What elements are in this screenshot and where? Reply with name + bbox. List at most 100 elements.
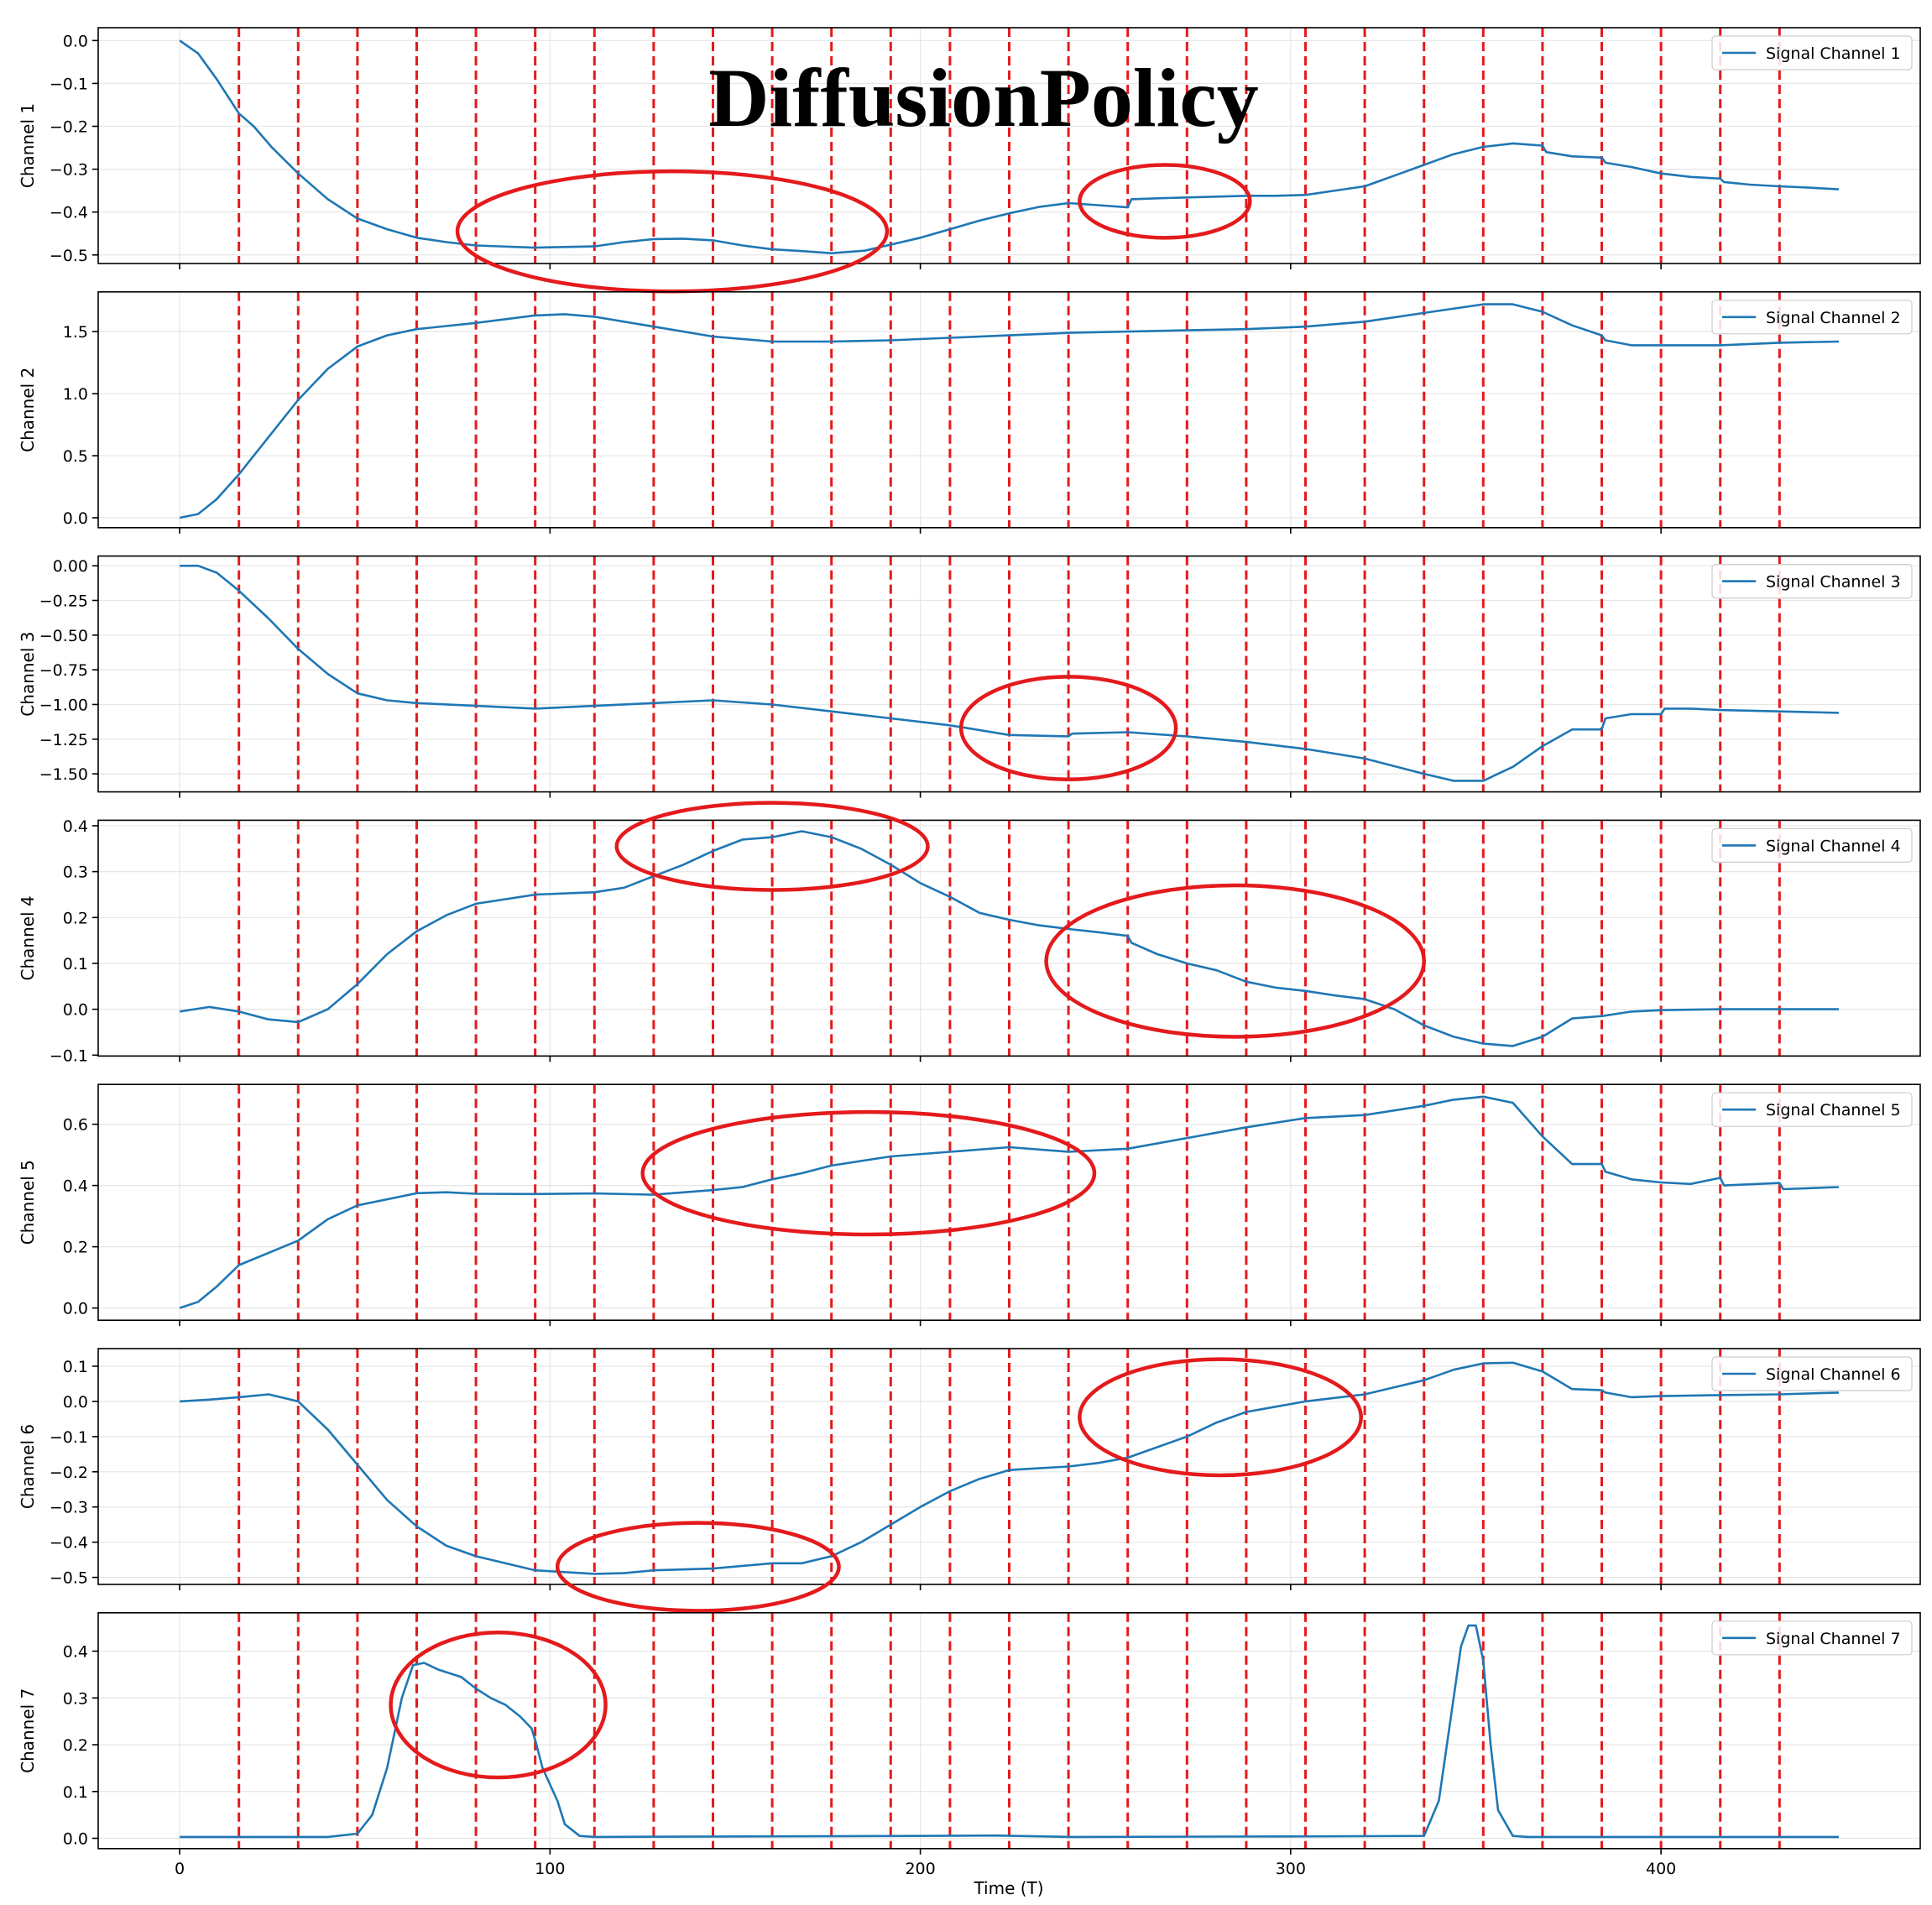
y-tick-label: 0.00 bbox=[53, 557, 88, 576]
y-tick-label: 0.0 bbox=[63, 32, 88, 50]
y-tick-label: −0.75 bbox=[39, 661, 88, 680]
y-tick-label: −0.5 bbox=[50, 1569, 88, 1588]
annotation-ellipse bbox=[1078, 163, 1252, 240]
y-tick-label: 0.5 bbox=[63, 447, 88, 466]
legend-label: Signal Channel 3 bbox=[1766, 573, 1901, 592]
legend-box bbox=[1711, 1356, 1913, 1391]
y-tick-label: 0.4 bbox=[63, 817, 88, 836]
series-line-5 bbox=[179, 1095, 1839, 1309]
legend-box bbox=[1711, 35, 1913, 70]
y-tick-label: −1.00 bbox=[39, 696, 88, 714]
y-tick-label: −0.3 bbox=[50, 161, 88, 180]
legend-box bbox=[1711, 827, 1913, 864]
y-tick-label: 0.6 bbox=[63, 1116, 88, 1135]
legend-box bbox=[1711, 1092, 1913, 1127]
y-tick-label: −0.5 bbox=[50, 247, 88, 265]
y-tick-label: −0.4 bbox=[50, 204, 88, 222]
legend-box bbox=[1711, 1621, 1913, 1656]
y-tick-label: 0.4 bbox=[63, 1177, 88, 1196]
markers-7 bbox=[238, 1612, 1781, 1849]
markers-5 bbox=[238, 1084, 1781, 1321]
y-axis-label-5: Channel 5 bbox=[18, 1160, 38, 1245]
legend-4: Signal Channel 4 bbox=[1711, 827, 1913, 864]
y-tick-label: 0.2 bbox=[63, 909, 88, 927]
series-line-1 bbox=[179, 39, 1839, 255]
axes-frame-2 bbox=[97, 290, 1921, 529]
axes-frame-1 bbox=[97, 27, 1921, 264]
panel-1: 0.0 −0.1 −0.2 −0.3 −0.4 −0.5 Channel 1 Signal C… bbox=[18, 27, 1921, 294]
legend-6: Signal Channel 6 bbox=[1711, 1356, 1913, 1391]
axes-frame-5 bbox=[97, 1083, 1921, 1321]
y-tick-label: 1.5 bbox=[63, 323, 88, 342]
y-tick-label: −0.2 bbox=[50, 118, 88, 137]
series-line-2 bbox=[179, 303, 1839, 519]
y-axis-label-6: Channel 6 bbox=[18, 1424, 38, 1509]
y-tick-label: 0.4 bbox=[63, 1643, 88, 1662]
axes-frame-6 bbox=[97, 1348, 1921, 1585]
y-tick-label: 0.1 bbox=[63, 1783, 88, 1802]
axes-frame-4 bbox=[97, 819, 1921, 1057]
grid-1 bbox=[98, 28, 1920, 264]
annotation-ellipse bbox=[614, 801, 930, 892]
series-line-6 bbox=[180, 1361, 1839, 1575]
y-tick-label: 0.1 bbox=[63, 955, 88, 973]
x-tick-label: 200 bbox=[905, 1860, 935, 1878]
x-tick-label: 0 bbox=[175, 1860, 185, 1878]
y-tick-label: 0.0 bbox=[63, 1393, 88, 1412]
legend-box bbox=[1711, 563, 1913, 599]
y-tick-label: 0.0 bbox=[63, 1001, 88, 1020]
y-tick-label: −0.4 bbox=[50, 1534, 88, 1553]
annotation-ellipse bbox=[555, 1521, 841, 1613]
y-tick-label: 0.2 bbox=[63, 1239, 88, 1257]
x-tick-label: 300 bbox=[1276, 1860, 1306, 1878]
panel-3: 0.00 −0.25 −0.50 −0.75 −1.00 −1.25 −1.50 Channe… bbox=[18, 555, 1921, 798]
y-tick-label: 0.0 bbox=[63, 509, 88, 528]
chart-title: DiffusionPolicy bbox=[708, 51, 1259, 144]
annotation-ellipse bbox=[640, 1109, 1097, 1237]
y-tick-label: 0.3 bbox=[63, 864, 88, 882]
markers-2 bbox=[238, 291, 1781, 528]
legend-1: Signal Channel 1 bbox=[1711, 35, 1913, 70]
annotation-ellipse bbox=[455, 169, 890, 294]
annotation-ellipse bbox=[1044, 883, 1426, 1039]
y-tick-label: −0.1 bbox=[50, 75, 88, 93]
panel-7: 0.0 0.1 0.2 0.3 0.4 0 100 200 300 400 Channel 7 Sig… bbox=[18, 1612, 1921, 1878]
y-axis-label-4: Channel 4 bbox=[18, 895, 38, 980]
y-tick-label: 0.0 bbox=[63, 1830, 88, 1849]
y-tick-label: 0.2 bbox=[63, 1736, 88, 1755]
y-axis-label-1: Channel 1 bbox=[18, 103, 38, 188]
legend-label: Signal Channel 7 bbox=[1766, 1630, 1901, 1648]
y-tick-label: 0.0 bbox=[63, 1300, 88, 1318]
legend-label: Signal Channel 4 bbox=[1766, 837, 1901, 855]
series-line-7 bbox=[180, 1624, 1839, 1839]
y-tick-label: −0.3 bbox=[50, 1499, 88, 1517]
y-tick-label: −1.50 bbox=[39, 765, 88, 784]
axes-frame-3 bbox=[97, 555, 1921, 793]
panel-5: 0.0 0.2 0.4 0.6 Channel 5 Signal Channel 5 bbox=[18, 1083, 1921, 1327]
annotation-ellipse bbox=[389, 1630, 608, 1780]
legend-7: Signal Channel 7 bbox=[1711, 1621, 1913, 1656]
y-tick-label: −1.25 bbox=[39, 731, 88, 749]
legend-box bbox=[1711, 300, 1913, 335]
y-axis-label-3: Channel 3 bbox=[18, 631, 38, 716]
y-axis-label-7: Channel 7 bbox=[18, 1688, 38, 1773]
markers-3 bbox=[238, 556, 1781, 792]
legend-label: Signal Channel 1 bbox=[1766, 44, 1901, 63]
panel-6: 0.1 0.0 −0.1 −0.2 −0.3 −0.4 −0.5 Channel 6 Signa… bbox=[18, 1348, 1921, 1613]
y-axis-label-2: Channel 2 bbox=[18, 368, 38, 452]
series-line-3 bbox=[180, 564, 1839, 782]
panel-4: 0.4 0.3 0.2 0.1 0.0 −0.1 Channel 4 Signal Chann… bbox=[18, 801, 1921, 1065]
series-line-4 bbox=[179, 830, 1839, 1047]
legend-5: Signal Channel 5 bbox=[1711, 1092, 1913, 1127]
y-tick-label: 0.3 bbox=[63, 1689, 88, 1708]
x-tick-label: 400 bbox=[1646, 1860, 1676, 1878]
y-tick-label: −0.1 bbox=[50, 1428, 88, 1447]
axes-frame-7 bbox=[97, 1612, 1921, 1850]
markers-6 bbox=[238, 1349, 1781, 1584]
markers-1 bbox=[238, 28, 1781, 264]
panel-2: 0.0 0.5 1.0 1.5 Channel 2 Signal Channel 2 bbox=[18, 290, 1921, 534]
annotation-ellipse bbox=[958, 675, 1178, 781]
y-tick-label: −0.50 bbox=[39, 627, 88, 645]
x-tick-label: 100 bbox=[535, 1860, 565, 1878]
